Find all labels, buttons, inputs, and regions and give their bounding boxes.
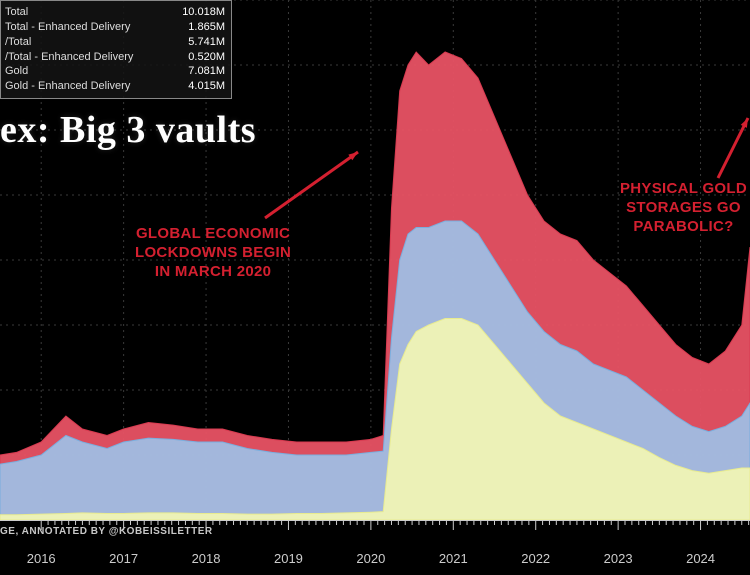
legend-value: 5.741M <box>188 35 225 50</box>
legend-value: 1.865M <box>188 20 225 35</box>
annotation-arrow-parabolic <box>718 118 748 178</box>
legend-row: Gold - Enhanced Delivery 4.015M <box>5 79 225 94</box>
legend-value: 10.018M <box>182 5 225 20</box>
x-axis-label: 2022 <box>521 551 550 566</box>
chart-title: ex: Big 3 vaults <box>0 108 256 152</box>
x-axis-label: 2016 <box>27 551 56 566</box>
x-axis-label: 2018 <box>192 551 221 566</box>
annotation-arrow-lockdowns <box>265 152 358 218</box>
legend-row: /Total 5.741M <box>5 35 225 50</box>
annotation-lockdowns: GLOBAL ECONOMICLOCKDOWNS BEGININ MARCH 2… <box>135 225 291 281</box>
legend-value: 0.520M <box>188 50 225 65</box>
legend-box: Total 10.018M Total - Enhanced Delivery 1.8… <box>0 0 232 99</box>
legend-row: /Total - Enhanced Delivery 0.520M <box>5 50 225 65</box>
legend-row: Total 10.018M <box>5 5 225 20</box>
legend-label: Gold - Enhanced Delivery <box>5 79 130 94</box>
x-axis-labels: 2016 2017 2018 2019 2020 2021 2022 2023 2024 <box>0 551 750 571</box>
annotation-parabolic: PHYSICAL GOLDSTORAGES GOPARABOLIC? <box>620 180 747 236</box>
credit-line: GE, ANNOTATED BY @KOBEISSILETTER <box>0 526 213 537</box>
x-axis-label: 2017 <box>109 551 138 566</box>
x-axis-label: 2024 <box>686 551 715 566</box>
legend-value: 4.015M <box>188 79 225 94</box>
legend-row: Gold 7.081M <box>5 64 225 79</box>
legend-row: Total - Enhanced Delivery 1.865M <box>5 20 225 35</box>
legend-value: 7.081M <box>188 64 225 79</box>
legend-label: /Total <box>5 35 31 50</box>
x-axis-label: 2023 <box>604 551 633 566</box>
x-axis-label: 2019 <box>274 551 303 566</box>
x-axis-label: 2020 <box>356 551 385 566</box>
legend-label: /Total - Enhanced Delivery <box>5 50 133 65</box>
legend-label: Total <box>5 5 28 20</box>
legend-label: Gold <box>5 64 28 79</box>
annotation-arrowhead-parabolic <box>741 118 748 128</box>
legend-label: Total - Enhanced Delivery <box>5 20 130 35</box>
x-axis-label: 2021 <box>439 551 468 566</box>
